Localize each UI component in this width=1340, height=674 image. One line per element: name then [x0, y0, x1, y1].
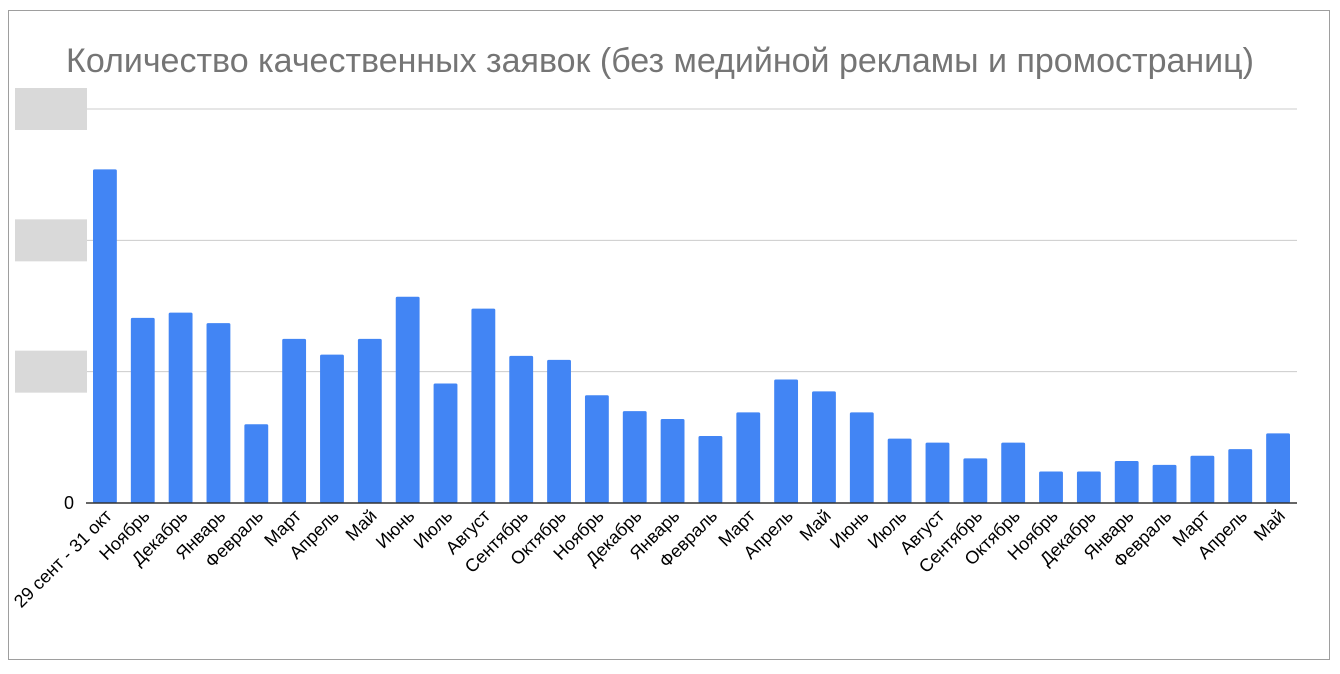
bar: [812, 391, 836, 503]
bar: [244, 424, 269, 503]
bar: [206, 323, 231, 503]
redacted-y-tick: [15, 88, 87, 130]
x-tick-label: Май: [1250, 506, 1289, 545]
x-axis-ticks: 29 сент - 31 октНоябрьДекабрьЯнварьФевра…: [10, 506, 1289, 612]
bar: [1039, 471, 1063, 503]
bar: [887, 438, 912, 503]
bar: [660, 418, 685, 503]
bar: [698, 436, 723, 503]
bar: [584, 395, 609, 503]
y-axis-redactions: [15, 88, 87, 393]
bars: [93, 169, 1290, 503]
bar: [1228, 449, 1253, 503]
bar: [130, 317, 155, 503]
bar: [925, 442, 950, 503]
bar: [471, 308, 496, 503]
bar: [282, 338, 307, 503]
bar: [93, 169, 117, 503]
bar: [395, 296, 420, 503]
redacted-y-tick: [15, 350, 87, 393]
bar: [622, 411, 647, 503]
x-tick-label: Июнь: [826, 506, 873, 553]
bar: [736, 412, 761, 503]
y-tick-label: 0: [64, 493, 74, 513]
redacted-y-tick: [15, 219, 87, 262]
bar: [168, 312, 193, 503]
bar: [1076, 471, 1101, 503]
bar: [774, 379, 799, 503]
bar: [963, 458, 988, 503]
gridlines: [86, 108, 1297, 373]
bar: [547, 359, 571, 503]
bar: [849, 412, 874, 503]
bar: [1152, 464, 1177, 503]
x-tick-label: 29 сент - 31 окт: [10, 506, 116, 612]
bar: [509, 355, 534, 503]
bar: [1266, 433, 1290, 503]
bar: [320, 354, 344, 503]
y-axis-ticks: 0: [64, 493, 74, 513]
bar: [1190, 455, 1215, 503]
x-tick-label: Июнь: [372, 506, 419, 553]
bar: [357, 338, 382, 503]
bar: [1114, 460, 1139, 503]
chart-title: Количество качественных заявок (без меди…: [66, 42, 1254, 80]
bar: [1001, 442, 1026, 503]
bar: [433, 383, 458, 503]
